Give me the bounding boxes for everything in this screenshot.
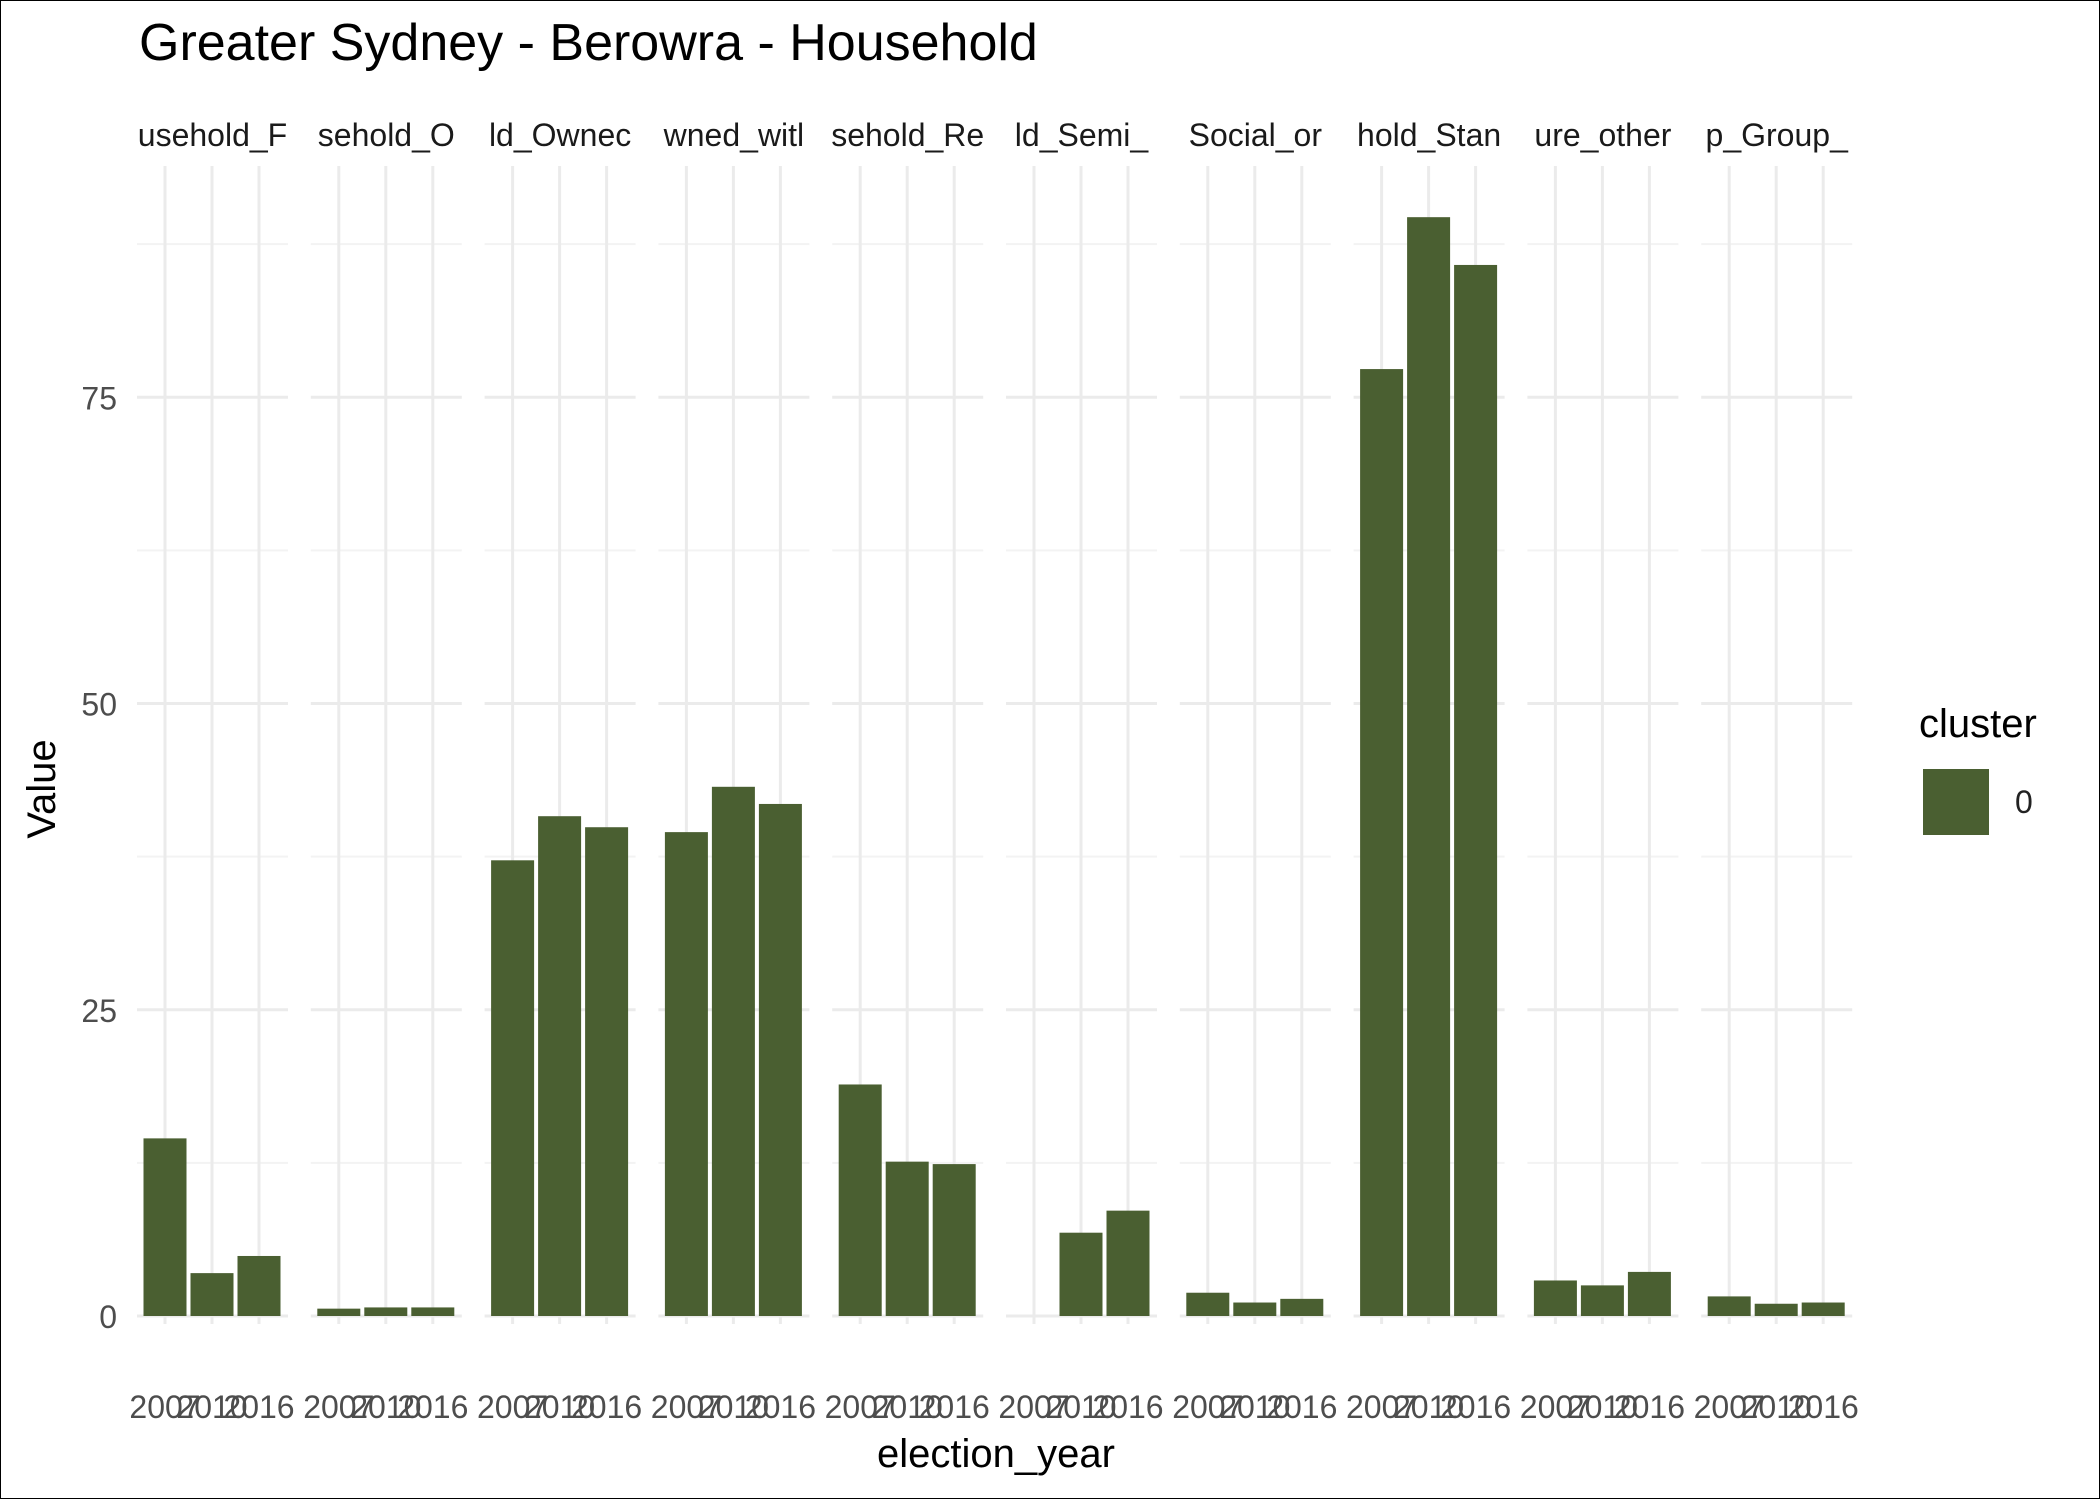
facet-strip-labels: usehold_F sehold_O ld_Ownec wned_witl sehold… <box>138 117 1849 153</box>
bar <box>885 1161 929 1316</box>
x-tick-label: 2010 <box>1393 1389 1464 1425</box>
bar <box>1233 1302 1277 1316</box>
facet-strip-label: ld_Semi_ <box>1015 117 1150 153</box>
y-tick-label: 50 <box>81 687 117 723</box>
x-tick-label: 2016 <box>1266 1389 1337 1425</box>
facet-strip-label: ld_Ownec <box>489 117 631 153</box>
bar <box>1801 1302 1845 1316</box>
x-tick-label: 2016 <box>745 1389 816 1425</box>
bar <box>758 803 802 1316</box>
x-tick-label: 2010 <box>176 1389 247 1425</box>
bar <box>932 1164 976 1316</box>
y-tick-labels: 0 25 50 75 <box>81 380 117 1335</box>
bar <box>1280 1298 1324 1316</box>
x-tick-label: 2016 <box>1440 1389 1511 1425</box>
facet-strip-label: ure_other <box>1534 117 1671 153</box>
legend-label-0: 0 <box>2015 784 2033 820</box>
legend: cluster 0 <box>1919 702 2037 835</box>
x-tick-label: 2010 <box>698 1389 769 1425</box>
x-tick-label: 2016 <box>223 1389 294 1425</box>
x-tick-label: 2010 <box>350 1389 421 1425</box>
bar <box>585 827 629 1316</box>
bar <box>838 1084 882 1316</box>
x-tick-label: 2007 <box>1172 1389 1243 1425</box>
bar <box>1580 1285 1624 1316</box>
bar <box>1533 1280 1577 1316</box>
x-tick-label: 2016 <box>571 1389 642 1425</box>
y-axis-label: Value <box>20 739 64 838</box>
x-tick-label: 2016 <box>397 1389 468 1425</box>
bar <box>1106 1210 1150 1316</box>
facet-strip-label: wned_witl <box>663 117 805 153</box>
bar <box>364 1307 408 1316</box>
bar <box>1360 369 1404 1316</box>
facet-strip-label: Social_or <box>1189 117 1323 153</box>
x-tick-label: 2010 <box>1219 1389 1290 1425</box>
bar <box>1707 1296 1751 1316</box>
facet-strip-label: usehold_F <box>138 117 287 153</box>
x-axis-label: election_year <box>877 1432 1115 1476</box>
bar <box>190 1273 234 1316</box>
x-tick-label: 2007 <box>477 1389 548 1425</box>
x-tick-label: 2007 <box>1520 1389 1591 1425</box>
bar <box>491 860 535 1316</box>
bar <box>1059 1232 1103 1316</box>
x-tick-label: 2010 <box>1741 1389 1812 1425</box>
x-tick-label: 2007 <box>129 1389 200 1425</box>
bar <box>1454 264 1498 1317</box>
x-tick-label: 2007 <box>825 1389 896 1425</box>
x-tick-label: 2007 <box>651 1389 722 1425</box>
bar <box>664 832 708 1316</box>
bar <box>1407 217 1451 1316</box>
x-tick-label: 2007 <box>1346 1389 1417 1425</box>
x-tick-label: 2016 <box>1788 1389 1859 1425</box>
bar <box>237 1255 281 1316</box>
bar <box>1627 1271 1671 1316</box>
bar <box>411 1307 455 1316</box>
x-tick-label: 2016 <box>919 1389 990 1425</box>
facet-strip-label: p_Group_ <box>1706 117 1850 153</box>
bar <box>711 786 755 1316</box>
bar <box>1754 1303 1798 1316</box>
bars-layer <box>143 217 1845 1317</box>
legend-key-0 <box>1923 769 1989 835</box>
x-tick-label: 2007 <box>998 1389 1069 1425</box>
y-tick-label: 0 <box>99 1299 117 1335</box>
x-tick-label: 2010 <box>1045 1389 1116 1425</box>
facet-strip-label: hold_Stan <box>1357 117 1501 153</box>
x-tick-label: 2007 <box>303 1389 374 1425</box>
legend-title: cluster <box>1919 702 2037 746</box>
x-tick-label: 2016 <box>1092 1389 1163 1425</box>
y-tick-label: 75 <box>81 380 117 416</box>
x-tick-label: 2016 <box>1614 1389 1685 1425</box>
facet-strip-label: sehold_O <box>318 117 455 153</box>
x-tick-label: 2010 <box>524 1389 595 1425</box>
x-tick-label: 2010 <box>1567 1389 1638 1425</box>
bar <box>317 1308 361 1316</box>
chart-title: Greater Sydney - Berowra - Household <box>139 14 1038 72</box>
x-tick-label: 2010 <box>872 1389 943 1425</box>
bar <box>143 1138 187 1316</box>
x-tick-label: 2007 <box>1694 1389 1765 1425</box>
y-tick-label: 25 <box>81 993 117 1029</box>
facet-strip-label: sehold_Re <box>831 117 984 153</box>
bar <box>1186 1292 1230 1316</box>
grid-layer <box>137 166 1853 1324</box>
bar <box>538 816 582 1316</box>
